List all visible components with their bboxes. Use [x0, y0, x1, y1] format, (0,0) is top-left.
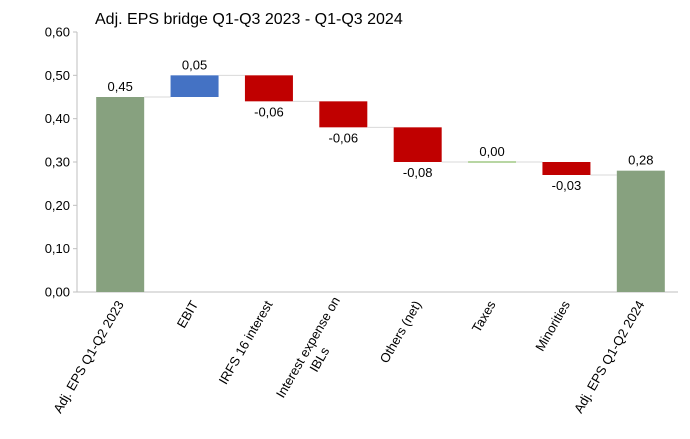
x-tick-label: Minorities: [532, 298, 573, 354]
bar: [319, 101, 368, 128]
y-tick-label: 0,40: [45, 111, 70, 126]
value-label: -0,08: [403, 165, 433, 180]
bar: [96, 97, 145, 292]
y-tick-label: 0,00: [45, 285, 70, 300]
y-tick-label: 0,20: [45, 198, 70, 213]
bar: [244, 75, 293, 102]
chart-title: Adj. EPS bridge Q1-Q3 2023 - Q1-Q3 2024: [95, 11, 403, 28]
x-tick-label: Adj. EPS Q1-Q2 2024: [571, 298, 648, 416]
y-tick-label: 0,30: [45, 155, 70, 170]
x-tick-label: Adj. EPS Q1-Q2 2023: [50, 298, 127, 416]
value-label: 0,00: [479, 144, 504, 159]
value-label: 0,05: [182, 57, 207, 72]
bar: [468, 161, 517, 163]
x-tick-label: Interest expense onIBLs: [273, 294, 357, 408]
bar: [616, 170, 665, 292]
value-label: -0,06: [254, 104, 284, 119]
value-label: -0,03: [552, 178, 582, 193]
bar: [170, 75, 219, 97]
x-tick-label: EBIT: [174, 298, 201, 331]
bar: [542, 162, 591, 175]
x-tick-label: IRFS 16 interest: [216, 298, 276, 387]
y-tick-label: 0,50: [45, 68, 70, 83]
bar: [393, 127, 442, 162]
y-tick-label: 0,60: [45, 25, 70, 40]
y-tick-label: 0,10: [45, 241, 70, 256]
value-label: 0,28: [628, 153, 653, 168]
value-label: -0,06: [328, 130, 358, 145]
x-tick-label: Taxes: [469, 298, 499, 335]
value-label: 0,45: [108, 79, 133, 94]
x-tick-label: Others (net): [377, 298, 425, 366]
